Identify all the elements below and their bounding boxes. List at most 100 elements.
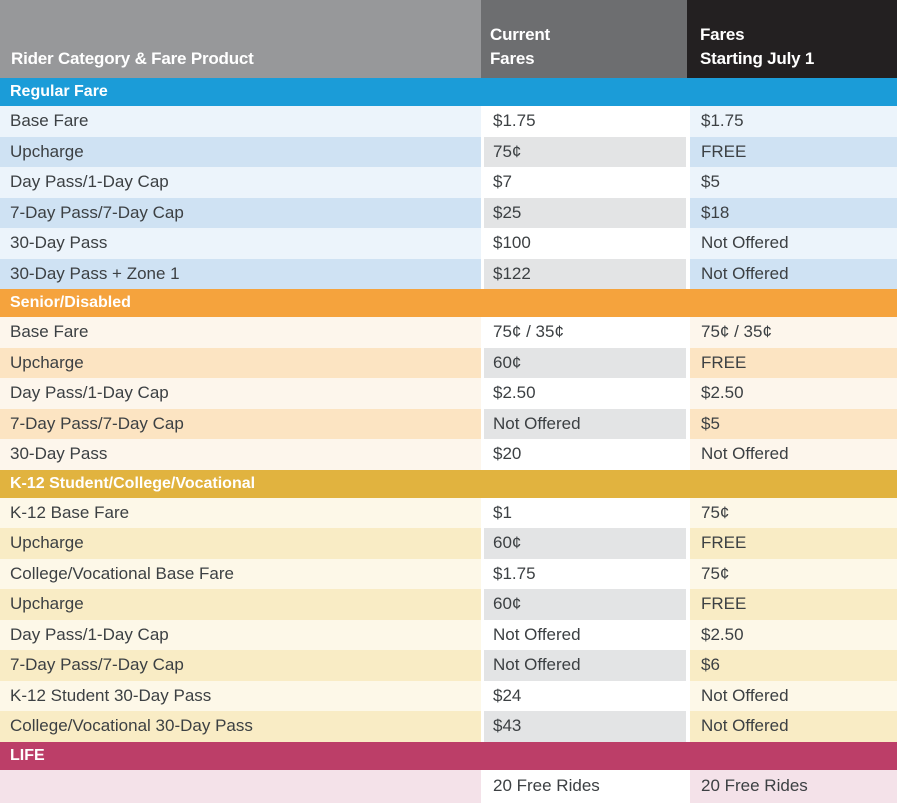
cell-july-fare: $2.50 <box>690 378 897 409</box>
table-row: 7-Day Pass/7-Day Cap $25 $18 <box>0 197 897 228</box>
column-gutter <box>481 258 484 289</box>
cell-product: 30-Day Pass <box>0 439 481 470</box>
table-row: K-12 Base Fare $1 75¢ <box>0 497 897 528</box>
cell-july-fare: 20 Free Rides <box>690 769 897 803</box>
cell-july-fare: Not Offered <box>690 258 897 289</box>
column-gutter <box>481 528 484 559</box>
column-gutter <box>686 589 690 620</box>
column-gutter <box>481 167 484 198</box>
cell-product: 7-Day Pass/7-Day Cap <box>0 197 481 228</box>
column-gutter <box>686 347 690 378</box>
cell-product: K-12 Student 30-Day Pass <box>0 680 481 711</box>
column-gutter <box>481 589 484 620</box>
cell-current-fare: 75¢ <box>484 136 686 167</box>
table-row: Base Fare $1.75 $1.75 <box>0 106 897 137</box>
section-k12-student-college-vocational: K-12 Student/College/Vocational K-12 Bas… <box>0 469 897 742</box>
table-row: College/Vocational Base Fare $1.75 75¢ <box>0 558 897 589</box>
cell-july-fare: FREE <box>690 347 897 378</box>
column-gutter <box>686 497 690 528</box>
cell-product: 7-Day Pass/7-Day Cap <box>0 650 481 681</box>
cell-current-fare: 60¢ <box>484 589 686 620</box>
column-gutter <box>481 317 484 348</box>
column-gutter <box>686 136 690 167</box>
column-gutter <box>686 650 690 681</box>
cell-current-fare: 75¢ / 35¢ <box>484 317 686 348</box>
column-gutter <box>481 197 484 228</box>
cell-current-fare: Not Offered <box>484 650 686 681</box>
column-gutter <box>686 439 690 470</box>
cell-current-fare: $1 <box>484 497 686 528</box>
cell-july-fare: FREE <box>690 589 897 620</box>
section-header-life: LIFE <box>0 741 897 770</box>
cell-july-fare: $5 <box>690 408 897 439</box>
cell-current-fare: $100 <box>484 228 686 259</box>
cell-product: 30-Day Pass <box>0 228 481 259</box>
column-gutter <box>686 711 690 742</box>
cell-july-fare: FREE <box>690 528 897 559</box>
cell-product: Day Pass/1-Day Cap <box>0 378 481 409</box>
cell-product: Upcharge <box>0 589 481 620</box>
cell-current-fare: Not Offered <box>484 408 686 439</box>
cell-current-fare: 60¢ <box>484 347 686 378</box>
column-gutter <box>481 558 484 589</box>
table-row: 20 Free Rides 20 Free Rides <box>0 769 897 803</box>
cell-july-fare: Not Offered <box>690 680 897 711</box>
col-header-current-fares-label: Current Fares <box>490 25 550 68</box>
column-gutter <box>686 680 690 711</box>
cell-current-fare: $122 <box>484 258 686 289</box>
cell-july-fare: $6 <box>690 650 897 681</box>
cell-current-fare: $43 <box>484 711 686 742</box>
cell-product: Upcharge <box>0 347 481 378</box>
table-row: College/Vocational 30-Day Pass $43 Not Off… <box>0 711 897 742</box>
section-header-senior-disabled: Senior/Disabled <box>0 289 897 317</box>
cell-product: College/Vocational Base Fare <box>0 558 481 589</box>
cell-product <box>0 769 481 803</box>
cell-product: Upcharge <box>0 136 481 167</box>
cell-july-fare: FREE <box>690 136 897 167</box>
cell-product: Base Fare <box>0 317 481 348</box>
column-gutter <box>481 769 484 803</box>
cell-current-fare: $1.75 <box>484 106 686 137</box>
cell-current-fare: 20 Free Rides <box>484 769 686 803</box>
table-row: Day Pass/1-Day Cap Not Offered $2.50 <box>0 619 897 650</box>
column-gutter <box>686 558 690 589</box>
column-gutter <box>686 197 690 228</box>
cell-current-fare: Not Offered <box>484 619 686 650</box>
cell-current-fare: $20 <box>484 439 686 470</box>
cell-product: 7-Day Pass/7-Day Cap <box>0 408 481 439</box>
column-gutter <box>481 136 484 167</box>
table-row: 7-Day Pass/7-Day Cap Not Offered $6 <box>0 650 897 681</box>
table-row: Upcharge 60¢ FREE <box>0 589 897 620</box>
cell-current-fare: $25 <box>484 197 686 228</box>
column-gutter <box>481 680 484 711</box>
table-row: 30-Day Pass + Zone 1 $122 Not Offered <box>0 258 897 289</box>
section-senior-disabled: Senior/Disabled Base Fare 75¢ / 35¢ 75¢ / … <box>0 289 897 470</box>
column-gutter <box>686 528 690 559</box>
cell-july-fare: Not Offered <box>690 439 897 470</box>
column-gutter <box>481 347 484 378</box>
column-gutter <box>686 167 690 198</box>
col-header-rider-category: Rider Category & Fare Product <box>0 0 481 78</box>
column-gutter <box>686 228 690 259</box>
column-gutter <box>686 378 690 409</box>
col-header-current-fares: Current Fares <box>481 0 687 78</box>
table-row: Upcharge 75¢ FREE <box>0 136 897 167</box>
cell-product: K-12 Base Fare <box>0 497 481 528</box>
column-gutter <box>686 619 690 650</box>
cell-current-fare: $24 <box>484 680 686 711</box>
section-header-k12: K-12 Student/College/Vocational <box>0 469 897 498</box>
cell-current-fare: $7 <box>484 167 686 198</box>
cell-current-fare: $2.50 <box>484 378 686 409</box>
cell-july-fare: $1.75 <box>690 106 897 137</box>
cell-product: Base Fare <box>0 106 481 137</box>
cell-july-fare: Not Offered <box>690 711 897 742</box>
cell-product: Upcharge <box>0 528 481 559</box>
column-gutter <box>481 619 484 650</box>
table-row: Day Pass/1-Day Cap $2.50 $2.50 <box>0 378 897 409</box>
column-gutter <box>481 439 484 470</box>
cell-current-fare: 60¢ <box>484 528 686 559</box>
column-gutter <box>481 106 484 137</box>
column-gutter <box>481 650 484 681</box>
cell-product: College/Vocational 30-Day Pass <box>0 711 481 742</box>
section-header-regular-fare: Regular Fare <box>0 78 897 106</box>
